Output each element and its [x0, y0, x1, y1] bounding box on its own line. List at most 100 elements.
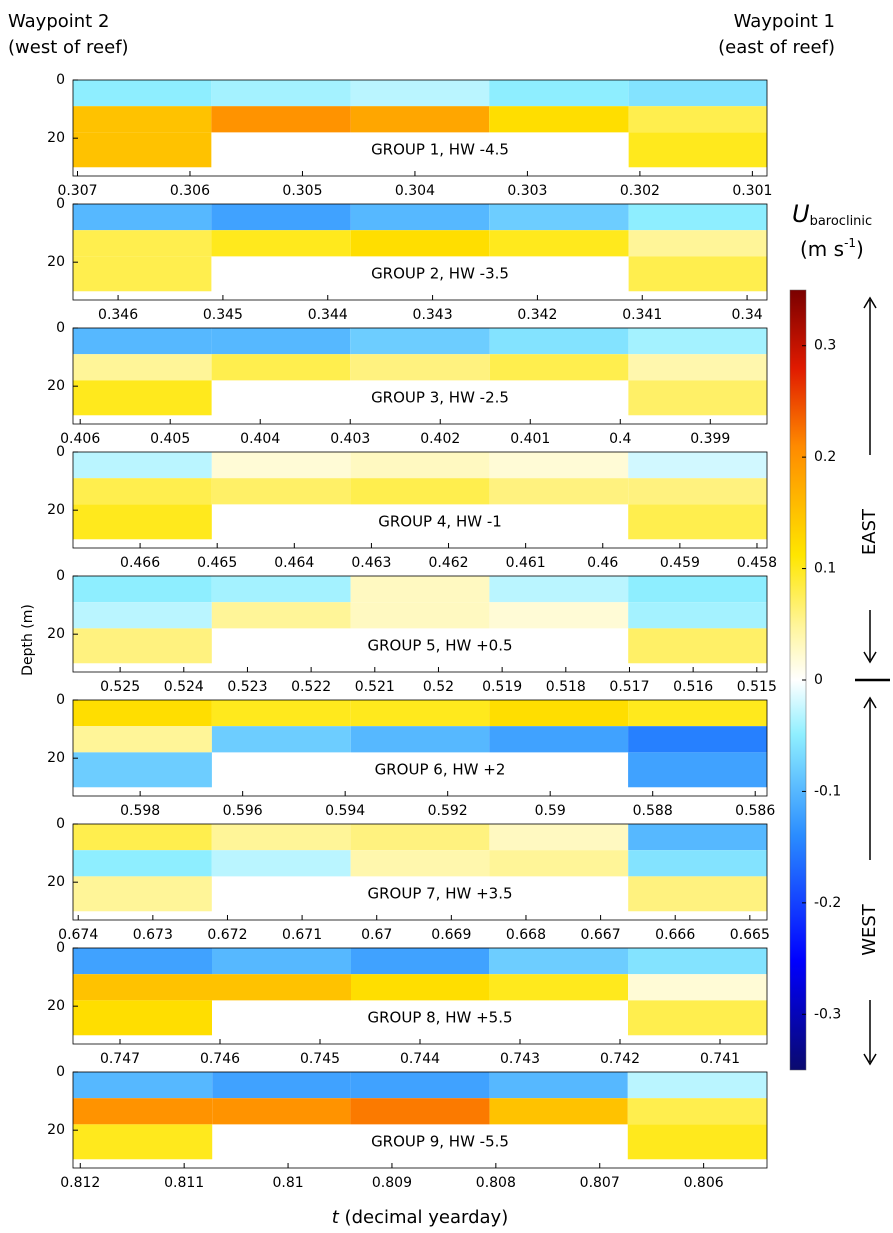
heat-cell: [211, 452, 351, 479]
y-tick-label: 0: [56, 320, 65, 336]
heat-cell: [489, 850, 629, 877]
x-tick-label: 0.345: [203, 307, 243, 323]
heat-cell: [212, 1098, 351, 1125]
east-label: EAST: [859, 508, 880, 555]
y-tick-label: 20: [47, 502, 65, 518]
panel-title: GROUP 7, HW +3.5: [367, 885, 512, 903]
heat-cell: [73, 256, 212, 292]
panel-title: GROUP 4, HW -1: [378, 513, 502, 531]
heat-cell: [489, 576, 629, 603]
heat-cell: [489, 948, 628, 975]
heat-cell: [73, 948, 212, 975]
colorbar-units: (m s-1): [800, 236, 864, 261]
heat-cell: [489, 204, 629, 231]
y-tick-label: 0: [56, 940, 65, 956]
colorbar-tick-label: 0.1: [814, 561, 836, 577]
heat-cell: [489, 602, 629, 629]
heat-cell: [628, 850, 767, 877]
x-tick-label: 0.808: [476, 1175, 516, 1191]
heat-cell: [628, 948, 767, 975]
x-tick-label: 0.516: [673, 679, 713, 695]
y-axis-label: Depth (m): [20, 604, 36, 676]
heat-cell: [73, 974, 212, 1001]
y-tick-label: 20: [47, 998, 65, 1014]
units-exp: -1: [844, 236, 856, 250]
x-tick-label: 0.519: [482, 679, 522, 695]
x-tick-label: 0.744: [400, 1051, 440, 1067]
x-tick-label: 0.302: [620, 183, 660, 199]
heat-cell: [628, 1000, 767, 1036]
colorbar-tick-label: 0.2: [814, 449, 836, 465]
y-tick-label: 20: [47, 750, 65, 766]
x-tick-label: 0.461: [506, 555, 546, 571]
x-tick-label: 0.524: [164, 679, 204, 695]
heat-cell: [211, 478, 351, 505]
colorbar-symbol: U: [792, 200, 810, 228]
x-tick-label: 0.673: [133, 927, 173, 943]
heat-cell: [628, 452, 767, 479]
x-tick-label: 0.405: [150, 431, 190, 447]
heat-cell: [627, 1124, 767, 1160]
x-tick-label: 0.665: [730, 927, 770, 943]
heat-cell: [73, 700, 212, 727]
heat-cell: [73, 824, 212, 851]
x-tick-label: 0.459: [660, 555, 700, 571]
heat-cell: [350, 354, 490, 381]
heat-cell: [350, 576, 490, 603]
heat-cell: [350, 700, 490, 727]
heat-cell: [628, 256, 767, 292]
heat-cell: [211, 328, 351, 355]
colorbar-title: Ubaroclinic: [792, 200, 872, 229]
heat-cell: [73, 80, 212, 107]
panel-title: GROUP 9, HW -5.5: [371, 1133, 509, 1151]
heat-cell: [73, 230, 212, 257]
x-tick-label: 0.594: [325, 803, 365, 819]
x-tick-label: 0.806: [684, 1175, 724, 1191]
panel-frame: [72, 1071, 768, 1169]
x-tick-label: 0.745: [300, 1051, 340, 1067]
x-tick-label: 0.523: [227, 679, 267, 695]
heat-cell: [489, 230, 629, 257]
x-tick-label: 0.406: [60, 431, 100, 447]
panel-title: GROUP 6, HW +2: [375, 761, 506, 779]
heat-cell: [628, 478, 767, 505]
heat-cell: [211, 354, 351, 381]
heat-cell: [211, 204, 351, 231]
x-tick-label: 0.811: [164, 1175, 204, 1191]
x-tick-label: 0.4: [609, 431, 631, 447]
heat-cell: [73, 478, 212, 505]
heat-cell: [211, 700, 351, 727]
heat-cell: [489, 354, 629, 381]
heat-cell: [489, 106, 629, 133]
panel: 0 20 0.525 0.524 0.523 0.522 0.521 0.52 0.519 0.5…: [47, 568, 777, 695]
x-tick-label: 0.671: [282, 927, 322, 943]
heat-cell: [628, 380, 767, 416]
x-tick-label: 0.743: [500, 1051, 540, 1067]
heat-cell: [73, 602, 212, 629]
panel-frame: [72, 451, 768, 549]
panel-title: GROUP 5, HW +0.5: [367, 637, 512, 655]
heat-cell: [212, 1072, 351, 1099]
heat-cell: [350, 850, 490, 877]
heat-cell: [627, 1072, 767, 1099]
heat-cell: [628, 328, 767, 355]
y-tick-label: 0: [56, 72, 65, 88]
x-tick-label: 0.34: [731, 307, 762, 323]
panel-title: GROUP 2, HW -3.5: [371, 265, 509, 283]
heat-cell: [350, 452, 490, 479]
heat-cell: [628, 354, 767, 381]
panel-frame: [72, 575, 768, 673]
y-tick-label: 0: [56, 196, 65, 212]
heat-cell: [628, 106, 767, 133]
heat-cell: [489, 452, 629, 479]
heat-cell: [211, 726, 351, 753]
panel: 0 20 0.598 0.596 0.594 0.592 0.59 0.588 0.586 GRO…: [47, 692, 775, 819]
x-tick-label: 0.464: [274, 555, 314, 571]
x-tick-label: 0.669: [431, 927, 471, 943]
heat-cell: [489, 478, 629, 505]
heat-cell: [211, 106, 351, 133]
heat-cell: [73, 1124, 213, 1160]
x-tick-label: 0.46: [587, 555, 618, 571]
y-tick-label: 0: [56, 816, 65, 832]
